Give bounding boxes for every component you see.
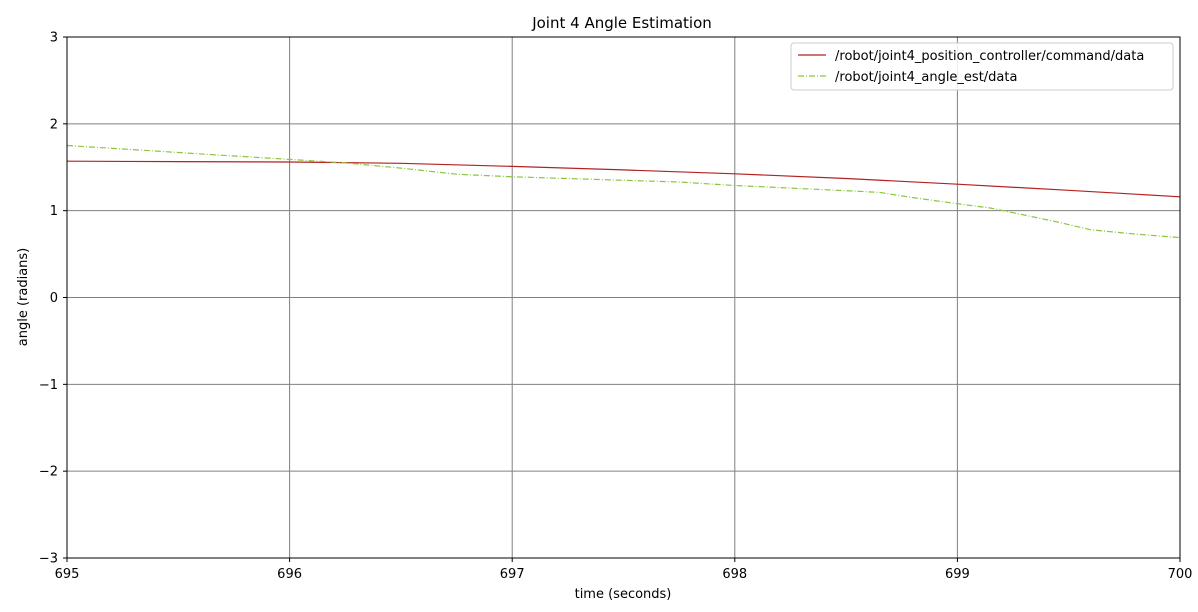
y-tick-label: 2 bbox=[50, 117, 58, 132]
x-tick-label: 697 bbox=[500, 567, 525, 582]
y-tick-label: 1 bbox=[50, 204, 58, 219]
x-tick-label: 695 bbox=[55, 567, 80, 582]
x-tick-label: 698 bbox=[722, 567, 747, 582]
axis-ticks: 695 696 697 698 699 700 −3 −2 −1 0 1 2 3 bbox=[39, 31, 1193, 583]
chart-title: Joint 4 Angle Estimation bbox=[531, 14, 712, 32]
x-axis-label: time (seconds) bbox=[575, 587, 672, 602]
y-tick-label: −1 bbox=[39, 378, 58, 393]
series-lines bbox=[66, 144, 1181, 239]
legend: /robot/joint4_position_controller/comman… bbox=[790, 42, 1174, 91]
y-tick-label: 3 bbox=[50, 31, 58, 46]
y-tick-label: −3 bbox=[39, 552, 58, 567]
series-line-estimate bbox=[66, 144, 1181, 239]
series-line-command bbox=[66, 160, 1181, 198]
legend-box bbox=[790, 42, 1174, 91]
legend-label-command: /robot/joint4_position_controller/comman… bbox=[835, 49, 1144, 64]
y-tick-label: 0 bbox=[50, 291, 58, 306]
x-tick-label: 699 bbox=[945, 567, 970, 582]
y-axis-label: angle (radians) bbox=[16, 248, 31, 347]
y-tick-label: −2 bbox=[39, 465, 58, 480]
legend-label-estimate: /robot/joint4_angle_est/data bbox=[835, 70, 1017, 85]
x-tick-label: 696 bbox=[277, 567, 302, 582]
x-tick-label: 700 bbox=[1168, 567, 1193, 582]
